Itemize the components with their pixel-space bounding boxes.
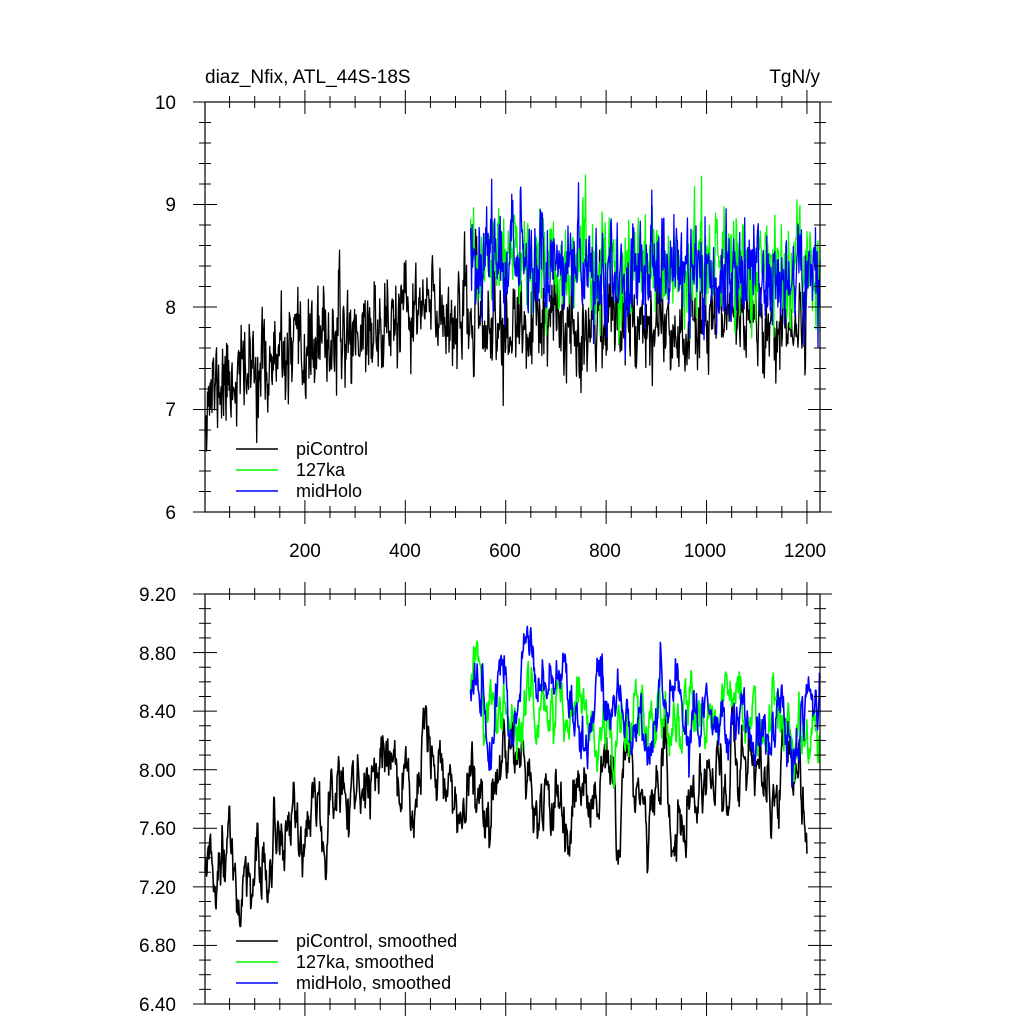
bottom-y-tick-label-9.20: 9.20 bbox=[139, 585, 176, 606]
top-x-tick-label-400: 400 bbox=[389, 541, 421, 562]
bottom-series-line-picontrol-smoothed bbox=[204, 697, 808, 928]
bottom-panel: 6.40 6.80 7.20 7.60 8.00 8.40 8.80 9.20 … bbox=[139, 582, 832, 1016]
top-tick-group bbox=[193, 90, 832, 524]
top-y-tick-label-8: 8 bbox=[165, 298, 176, 319]
top-series-line-midholo bbox=[469, 178, 821, 360]
top-y-tick-labels: 6 7 8 9 10 bbox=[155, 93, 176, 524]
bottom-legend-label-127ka: 127ka, smoothed bbox=[296, 952, 434, 972]
top-x-tick-label-600: 600 bbox=[489, 541, 521, 562]
top-legend-label-picontrol: piControl bbox=[296, 439, 368, 459]
bottom-y-tick-label-8.40: 8.40 bbox=[139, 702, 176, 723]
top-y-tick-label-9: 9 bbox=[165, 195, 176, 216]
top-legend-label-midholo: midHolo bbox=[296, 481, 362, 501]
top-legend-label-127ka: 127ka bbox=[296, 460, 346, 480]
bottom-legend: piControl, smoothed 127ka, smoothed midH… bbox=[236, 931, 457, 993]
top-chart-units: TgN/y bbox=[769, 67, 820, 88]
bottom-tick-group bbox=[193, 582, 832, 1016]
top-panel: diaz_Nfix, ATL_44S-18S TgN/y 6 7 8 9 10 … bbox=[155, 67, 832, 562]
bottom-series-line-midholo-smoothed bbox=[469, 625, 821, 788]
bottom-legend-label-midholo: midHolo, smoothed bbox=[296, 973, 451, 993]
top-x-tick-label-800: 800 bbox=[589, 541, 621, 562]
top-legend: piControl 127ka midHolo bbox=[236, 439, 368, 501]
bottom-y-tick-label-6.40: 6.40 bbox=[139, 995, 176, 1016]
top-x-tick-labels: 200 400 600 800 1000 1200 bbox=[289, 541, 826, 562]
top-y-tick-label-6: 6 bbox=[165, 503, 176, 524]
top-y-tick-label-10: 10 bbox=[155, 93, 176, 114]
bottom-y-tick-label-6.80: 6.80 bbox=[139, 936, 176, 957]
bottom-y-tick-labels: 6.40 6.80 7.20 7.60 8.00 8.40 8.80 9.20 bbox=[139, 585, 176, 1016]
top-y-tick-label-7: 7 bbox=[165, 400, 176, 421]
top-chart-title: diaz_Nfix, ATL_44S-18S bbox=[205, 67, 411, 88]
bottom-y-tick-label-7.60: 7.60 bbox=[139, 819, 176, 840]
bottom-y-tick-label-7.20: 7.20 bbox=[139, 878, 176, 899]
top-x-tick-label-200: 200 bbox=[289, 541, 321, 562]
top-series-line-picontrol bbox=[204, 228, 808, 452]
top-x-tick-label-1000: 1000 bbox=[684, 541, 726, 562]
bottom-y-tick-label-8.00: 8.00 bbox=[139, 761, 176, 782]
top-x-tick-label-1200: 1200 bbox=[784, 541, 826, 562]
bottom-series-group bbox=[204, 625, 821, 928]
bottom-legend-label-picontrol: piControl, smoothed bbox=[296, 931, 457, 951]
top-series-group bbox=[204, 174, 821, 452]
bottom-y-tick-label-8.80: 8.80 bbox=[139, 644, 176, 665]
